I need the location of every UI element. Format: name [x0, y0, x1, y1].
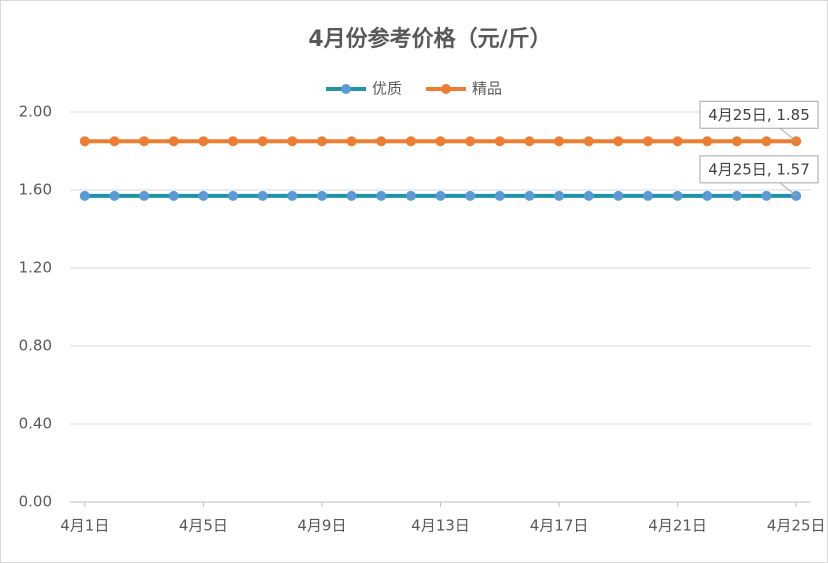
data-point — [554, 136, 565, 147]
data-point — [465, 190, 476, 201]
data-point — [109, 190, 120, 201]
data-label-box — [699, 100, 819, 129]
data-point — [198, 136, 209, 147]
label-leader — [779, 182, 797, 197]
y-tick-label: 0.00 — [19, 493, 52, 511]
x-tick-label: 4月25日 — [767, 517, 826, 535]
data-point — [731, 136, 742, 147]
chart-title: 4月份参考价格（元/斤） — [308, 26, 551, 52]
data-point — [79, 136, 90, 147]
legend-marker — [441, 84, 451, 94]
y-tick-label: 0.80 — [19, 337, 52, 355]
data-point — [316, 136, 327, 147]
x-tick-label: 4月9日 — [297, 517, 346, 535]
data-point — [287, 190, 298, 201]
x-tick-label: 4月5日 — [179, 517, 228, 535]
label-leader — [779, 127, 797, 142]
data-point — [761, 136, 772, 147]
y-tick-label: 0.40 — [19, 415, 52, 433]
data-point — [405, 136, 416, 147]
data-point — [672, 190, 683, 201]
data-point — [139, 136, 150, 147]
data-point — [168, 136, 179, 147]
data-point — [613, 136, 624, 147]
data-point — [346, 136, 357, 147]
legend-marker — [341, 84, 351, 94]
data-point — [465, 136, 476, 147]
data-label: 4月25日, 1.57 — [708, 160, 810, 178]
data-point — [79, 190, 90, 201]
data-point — [376, 190, 387, 201]
data-point — [376, 136, 387, 147]
data-point — [613, 190, 624, 201]
legend-label: 精品 — [472, 80, 502, 98]
legend-label: 优质 — [372, 80, 402, 98]
data-point — [672, 136, 683, 147]
x-tick-label: 4月21日 — [648, 517, 707, 535]
data-point — [228, 190, 239, 201]
data-point — [257, 190, 268, 201]
data-point — [524, 190, 535, 201]
data-point — [583, 136, 594, 147]
data-point — [524, 136, 535, 147]
data-point — [346, 190, 357, 201]
data-point — [198, 190, 209, 201]
data-point — [287, 136, 298, 147]
data-point — [761, 190, 772, 201]
data-point — [731, 190, 742, 201]
data-point — [642, 136, 653, 147]
x-tick-label: 4月13日 — [411, 517, 470, 535]
data-point — [554, 190, 565, 201]
x-tick-label: 4月17日 — [530, 517, 589, 535]
data-point — [405, 190, 416, 201]
data-point — [109, 136, 120, 147]
data-point — [435, 190, 446, 201]
data-point — [168, 190, 179, 201]
data-point — [642, 190, 653, 201]
y-tick-label: 1.20 — [19, 259, 52, 277]
y-tick-label: 2.00 — [19, 103, 52, 121]
data-point — [435, 136, 446, 147]
data-point — [494, 136, 505, 147]
data-point — [583, 190, 594, 201]
y-tick-label: 1.60 — [19, 181, 52, 199]
data-point — [139, 190, 150, 201]
data-label: 4月25日, 1.85 — [708, 106, 810, 124]
data-point — [494, 190, 505, 201]
data-point — [316, 190, 327, 201]
data-point — [228, 136, 239, 147]
data-point — [702, 136, 713, 147]
data-label-box — [699, 155, 819, 184]
data-point — [257, 136, 268, 147]
x-tick-label: 4月1日 — [60, 517, 109, 535]
data-point — [702, 190, 713, 201]
